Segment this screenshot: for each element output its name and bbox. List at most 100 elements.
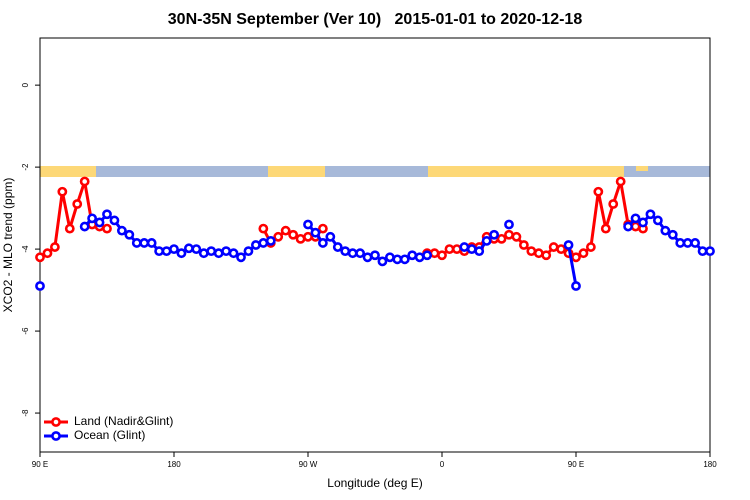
data-point <box>64 223 75 234</box>
data-point <box>228 248 239 259</box>
data-point <box>169 244 179 254</box>
data-point <box>370 250 380 261</box>
data-point <box>340 246 351 257</box>
data-point <box>288 229 299 240</box>
data-point <box>615 176 626 187</box>
data-point <box>384 252 395 263</box>
data-point <box>154 246 165 257</box>
data-point <box>303 231 313 242</box>
data-point <box>131 238 142 248</box>
legend-label: Ocean (Glint) <box>74 428 145 442</box>
y-tick-label: -4 <box>21 245 30 253</box>
data-point <box>42 248 53 259</box>
data-point <box>116 225 127 236</box>
data-point <box>645 209 656 220</box>
data-point <box>236 252 246 263</box>
data-point <box>571 252 581 263</box>
y-tick-label: -8 <box>21 409 30 417</box>
data-point <box>541 250 552 261</box>
data-point <box>511 231 522 242</box>
land-strip <box>428 166 624 177</box>
data-point <box>265 236 276 246</box>
data-point <box>504 229 514 240</box>
legend-label: Land (Nadir&Glint) <box>74 414 173 428</box>
data-point <box>57 186 68 197</box>
data-point <box>578 248 589 259</box>
data-point <box>533 248 544 259</box>
data-point <box>444 244 455 254</box>
data-point <box>474 246 485 257</box>
data-point <box>183 243 194 254</box>
data-point <box>325 231 336 242</box>
data-point <box>198 248 209 259</box>
data-point <box>35 252 45 263</box>
x-tick-label: 90 W <box>299 460 318 469</box>
data-point <box>355 248 366 259</box>
legend-item: Land (Nadir&Glint) <box>44 414 173 428</box>
y-tick-label: -2 <box>21 163 30 171</box>
data-point <box>422 250 433 261</box>
chart-title: 30N-35N September (Ver 10) 2015-01-01 to… <box>168 11 583 28</box>
surface-strip <box>40 166 710 177</box>
data-point <box>347 248 358 259</box>
data-point <box>243 246 254 257</box>
data-point <box>638 217 648 228</box>
data-point <box>377 256 388 267</box>
data-point <box>652 215 663 226</box>
data-point <box>526 246 537 257</box>
data-point <box>571 281 581 291</box>
data-point <box>295 233 306 244</box>
plot-frame <box>39 37 711 453</box>
data-point <box>585 242 596 252</box>
y-tick-label: -6 <box>21 327 30 335</box>
data-point <box>362 252 373 263</box>
data-point <box>459 242 470 252</box>
legend-marker <box>51 417 61 427</box>
data-point <box>72 199 83 209</box>
data-point <box>258 223 269 234</box>
data-point <box>556 244 567 254</box>
data-point <box>518 240 529 250</box>
data-point <box>221 246 232 257</box>
data-point <box>608 199 619 209</box>
data-point <box>705 246 715 257</box>
data-point <box>87 213 98 224</box>
data-point <box>79 221 90 232</box>
data-point <box>317 238 328 248</box>
data-point <box>451 244 462 254</box>
data-point <box>161 246 172 257</box>
x-tick-label: 180 <box>167 460 181 469</box>
data-point <box>109 215 120 226</box>
ocean-strip <box>40 166 710 177</box>
data-point <box>303 219 313 230</box>
data-point <box>675 238 686 248</box>
data-point <box>697 246 708 257</box>
data-point <box>548 242 559 252</box>
data-point <box>273 231 284 242</box>
data-point <box>593 186 604 197</box>
data-point <box>392 254 403 265</box>
data-point <box>102 223 112 234</box>
land-strip <box>268 166 325 177</box>
data-point <box>630 221 641 232</box>
data-point <box>667 229 678 240</box>
x-tick-label: 0 <box>440 460 445 469</box>
data-point <box>690 238 701 248</box>
data-point <box>466 244 477 254</box>
data-point <box>623 221 634 232</box>
data-point <box>504 219 514 230</box>
legend-marker <box>51 431 61 441</box>
data-point <box>481 236 492 246</box>
data-point <box>310 227 321 238</box>
data-point <box>317 223 328 234</box>
data-point <box>414 252 425 263</box>
data-point <box>660 225 671 236</box>
data-point <box>206 246 217 257</box>
data-point <box>258 238 269 248</box>
data-point <box>496 233 507 244</box>
x-tick-label: 180 <box>703 460 717 469</box>
x-tick-label: 90 E <box>568 460 584 469</box>
data-point <box>124 229 135 240</box>
data-point <box>49 242 60 252</box>
